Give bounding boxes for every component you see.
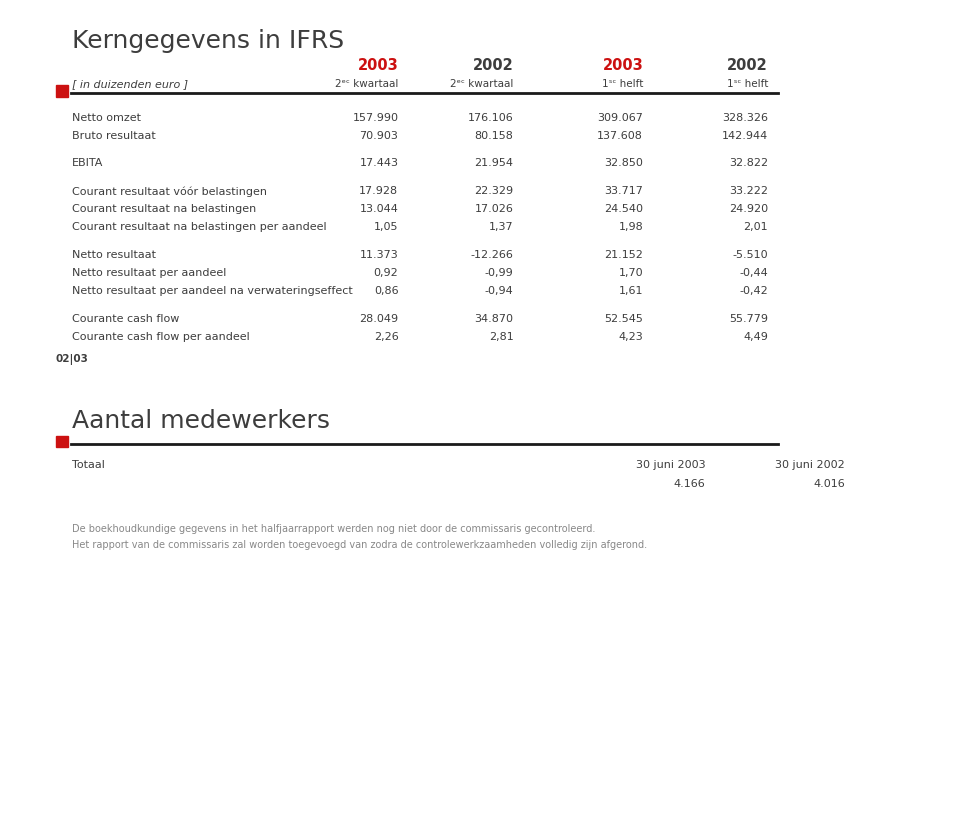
Text: 21.152: 21.152 bbox=[605, 250, 643, 260]
Text: 2,81: 2,81 bbox=[489, 332, 514, 342]
Text: Courant resultaat na belastingen per aandeel: Courant resultaat na belastingen per aan… bbox=[72, 222, 326, 232]
Text: 2003: 2003 bbox=[603, 58, 643, 73]
Text: 32.822: 32.822 bbox=[729, 158, 768, 168]
Text: 30 juni 2002: 30 juni 2002 bbox=[775, 460, 845, 470]
Text: Courante cash flow: Courante cash flow bbox=[72, 314, 180, 324]
Text: 34.870: 34.870 bbox=[474, 314, 514, 324]
Text: 1,61: 1,61 bbox=[618, 286, 643, 296]
Text: 309.067: 309.067 bbox=[597, 113, 643, 123]
Text: 0,86: 0,86 bbox=[373, 286, 398, 296]
Text: -5.510: -5.510 bbox=[732, 250, 768, 260]
Text: 2ᵉᶜ kwartaal: 2ᵉᶜ kwartaal bbox=[450, 79, 514, 89]
Text: 4,23: 4,23 bbox=[618, 332, 643, 342]
Text: 2,01: 2,01 bbox=[743, 222, 768, 232]
Text: 21.954: 21.954 bbox=[474, 158, 514, 168]
Text: -0,44: -0,44 bbox=[739, 268, 768, 278]
Text: 55.779: 55.779 bbox=[729, 314, 768, 324]
Text: 1ˢᶜ helft: 1ˢᶜ helft bbox=[602, 79, 643, 89]
Text: 1,70: 1,70 bbox=[618, 268, 643, 278]
Text: 17.928: 17.928 bbox=[359, 186, 398, 196]
Text: 328.326: 328.326 bbox=[722, 113, 768, 123]
Text: 137.608: 137.608 bbox=[597, 130, 643, 140]
Text: 2003: 2003 bbox=[358, 58, 398, 73]
Text: 1,98: 1,98 bbox=[618, 222, 643, 232]
Text: 2,26: 2,26 bbox=[373, 332, 398, 342]
Text: 32.850: 32.850 bbox=[605, 158, 643, 168]
Text: 17.026: 17.026 bbox=[475, 204, 514, 214]
Text: 33.717: 33.717 bbox=[605, 186, 643, 196]
Text: 17.443: 17.443 bbox=[359, 158, 398, 168]
Text: -0,94: -0,94 bbox=[485, 286, 514, 296]
Text: 0,92: 0,92 bbox=[373, 268, 398, 278]
Text: 1,37: 1,37 bbox=[489, 222, 514, 232]
Text: Courant resultaat na belastingen: Courant resultaat na belastingen bbox=[72, 204, 256, 214]
Bar bbox=[56, 435, 68, 447]
Text: 4.016: 4.016 bbox=[813, 479, 845, 489]
Bar bbox=[56, 85, 68, 97]
Text: Bruto resultaat: Bruto resultaat bbox=[72, 130, 156, 140]
Text: De boekhoudkundige gegevens in het halfjaarrapport werden nog niet door de commi: De boekhoudkundige gegevens in het halfj… bbox=[72, 524, 595, 534]
Text: 80.158: 80.158 bbox=[475, 130, 514, 140]
Text: 13.044: 13.044 bbox=[360, 204, 398, 214]
Text: 2002: 2002 bbox=[728, 58, 768, 73]
Text: 28.049: 28.049 bbox=[359, 314, 398, 324]
Text: 1,05: 1,05 bbox=[373, 222, 398, 232]
Text: -0,42: -0,42 bbox=[739, 286, 768, 296]
Text: 11.373: 11.373 bbox=[360, 250, 398, 260]
Text: Kerngegevens in IFRS: Kerngegevens in IFRS bbox=[72, 29, 344, 53]
Text: Het rapport van de commissaris zal worden toegevoegd van zodra de controlewerkza: Het rapport van de commissaris zal worde… bbox=[72, 540, 647, 550]
Text: 176.106: 176.106 bbox=[468, 113, 514, 123]
Text: 70.903: 70.903 bbox=[360, 130, 398, 140]
Text: EBITA: EBITA bbox=[72, 158, 104, 168]
Text: -12.266: -12.266 bbox=[470, 250, 514, 260]
Text: 33.222: 33.222 bbox=[729, 186, 768, 196]
Text: 2ᵉᶜ kwartaal: 2ᵉᶜ kwartaal bbox=[335, 79, 398, 89]
Text: 52.545: 52.545 bbox=[605, 314, 643, 324]
Text: 142.944: 142.944 bbox=[722, 130, 768, 140]
Text: 2002: 2002 bbox=[473, 58, 514, 73]
Text: 24.920: 24.920 bbox=[729, 204, 768, 214]
Text: 4,49: 4,49 bbox=[743, 332, 768, 342]
Text: Courant resultaat vóór belastingen: Courant resultaat vóór belastingen bbox=[72, 186, 267, 197]
Text: Netto resultaat: Netto resultaat bbox=[72, 250, 156, 260]
Text: Netto resultaat per aandeel na verwateringseffect: Netto resultaat per aandeel na verwateri… bbox=[72, 286, 352, 296]
Text: Netto resultaat per aandeel: Netto resultaat per aandeel bbox=[72, 268, 227, 278]
Text: 30 juni 2003: 30 juni 2003 bbox=[636, 460, 706, 470]
Text: [ in duizenden euro ]: [ in duizenden euro ] bbox=[72, 79, 188, 89]
Text: 02|03: 02|03 bbox=[56, 354, 88, 365]
Text: 157.990: 157.990 bbox=[352, 113, 398, 123]
Text: Netto omzet: Netto omzet bbox=[72, 113, 141, 123]
Text: 1ˢᶜ helft: 1ˢᶜ helft bbox=[727, 79, 768, 89]
Text: 4.166: 4.166 bbox=[674, 479, 706, 489]
Text: Aantal medewerkers: Aantal medewerkers bbox=[72, 409, 330, 433]
Text: 24.540: 24.540 bbox=[604, 204, 643, 214]
Text: -0,99: -0,99 bbox=[485, 268, 514, 278]
Text: Courante cash flow per aandeel: Courante cash flow per aandeel bbox=[72, 332, 250, 342]
Text: Totaal: Totaal bbox=[72, 460, 105, 470]
Text: 22.329: 22.329 bbox=[474, 186, 514, 196]
